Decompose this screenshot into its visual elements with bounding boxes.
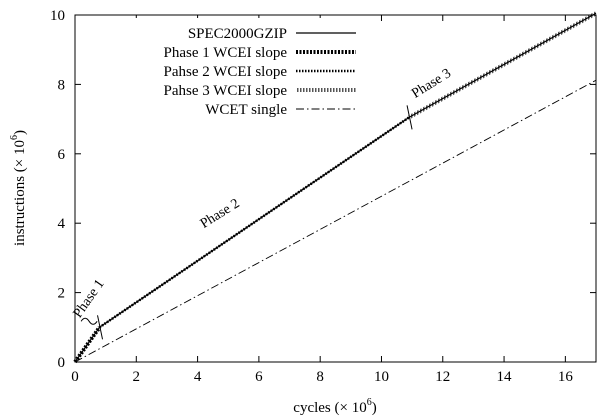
legend-label-0: SPEC2000GZIP	[188, 26, 287, 42]
y-tick-label: 8	[58, 77, 66, 93]
y-tick-label: 10	[50, 8, 65, 24]
y-tick-label: 6	[58, 147, 66, 163]
phase-1-squiggle	[80, 317, 98, 325]
y-tick-label: 2	[58, 286, 66, 302]
y-tick-label: 4	[58, 216, 66, 232]
legend-label-1: Phase 1 WCEI slope	[164, 45, 288, 61]
x-tick-label: 10	[374, 369, 389, 385]
x-tick-label: 12	[435, 369, 450, 385]
y-axis-title-close: )	[12, 130, 28, 135]
series-line-0	[74, 12, 597, 363]
x-axis-title-exponent: 6	[367, 397, 372, 408]
x-axis-title: cycles (× 106)	[293, 397, 376, 416]
phase-boundary-marker-0	[97, 315, 104, 340]
legend-label-3: Pahse 3 WCEI slope	[164, 83, 288, 99]
y-axis-title-exponent: 6	[9, 135, 20, 140]
x-axis-title-close: )	[372, 400, 377, 416]
x-tick-label: 6	[255, 369, 263, 385]
y-tick-label: 0	[58, 355, 66, 371]
phase-label-1: Phase 1	[71, 277, 108, 321]
x-axis-title-main: cycles (× 10	[293, 400, 366, 416]
x-tick-label: 0	[71, 369, 79, 385]
y-axis-title: instructions (× 106)	[9, 130, 28, 246]
phase-boundary-marker-1	[406, 105, 413, 130]
plot-frame	[74, 14, 597, 363]
y-axis-title-main: instructions (× 10	[12, 140, 28, 246]
x-tick-label: 8	[316, 369, 324, 385]
legend-box	[120, 18, 360, 118]
legend: SPEC2000GZIP Phase 1 WCEI slope Pahse 2 WC…	[120, 18, 360, 118]
y-axis: 0 2 4 6 8 10	[50, 8, 596, 371]
series-line-4	[74, 79, 597, 363]
series-layer	[73, 11, 597, 364]
phase-label-2: Phase 2	[198, 196, 243, 232]
legend-label-4: WCET single	[205, 102, 287, 118]
x-tick-label: 4	[194, 369, 202, 385]
x-tick-label: 2	[133, 369, 141, 385]
legend-label-2: Pahse 2 WCEI slope	[164, 64, 288, 80]
phase-markers	[80, 105, 413, 340]
x-tick-label: 14	[497, 369, 513, 385]
x-tick-label: 16	[558, 369, 574, 385]
